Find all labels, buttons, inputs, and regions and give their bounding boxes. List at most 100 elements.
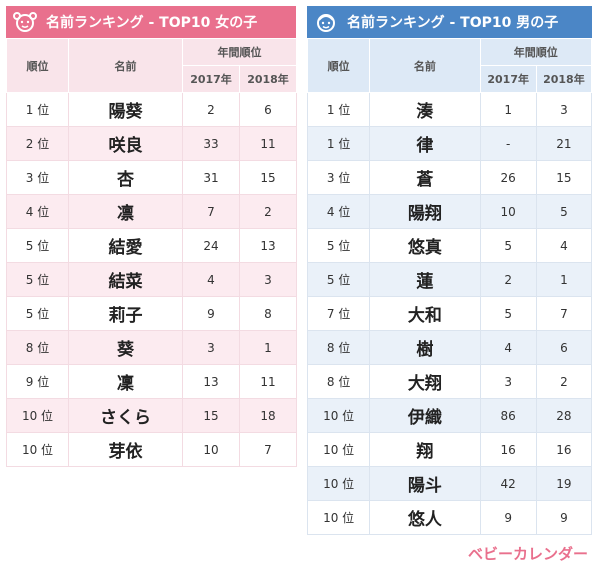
rank-2018-cell: 6 — [535, 330, 593, 365]
rank-2017-cell: 3 — [182, 330, 240, 365]
rank-cell: 9 位 — [6, 364, 69, 399]
name-cell: 湊 — [369, 92, 481, 127]
girls-header: 名前ランキング - TOP10 女の子 — [6, 6, 296, 38]
rank-2018-cell: 15 — [535, 160, 593, 195]
rank-2017-cell: 24 — [182, 228, 240, 263]
rank-2018-cell: 2 — [535, 364, 593, 399]
rank-2017-cell: 9 — [182, 296, 240, 331]
col-2017-header: 2017年 — [182, 65, 240, 93]
rank-cell: 10 位 — [306, 398, 371, 433]
name-cell: 凜 — [68, 364, 183, 399]
name-cell: 律 — [369, 126, 481, 161]
name-cell: 陽翔 — [369, 194, 481, 229]
table-row: 8 位大翔 3 2 — [306, 364, 593, 399]
rank-2018-cell: 4 — [535, 228, 593, 263]
girls-ranking-panel: 名前ランキング - TOP10 女の子 順位 名前 年間順位 2017年 201… — [6, 6, 297, 467]
rank-2017-cell: 5 — [479, 228, 537, 263]
name-cell: 結菜 — [68, 262, 183, 297]
rank-2018-cell: 3 — [239, 262, 297, 297]
name-cell: 蒼 — [369, 160, 481, 195]
rank-2018-cell: 19 — [535, 466, 593, 501]
table-row: 5 位莉子 9 8 — [6, 296, 297, 331]
col-name-header: 名前 — [369, 38, 481, 93]
rank-2018-cell: 3 — [535, 92, 593, 127]
col-rank-header: 順位 — [6, 38, 69, 93]
rank-2018-cell: 7 — [535, 296, 593, 331]
rank-2017-cell: 7 — [182, 194, 240, 229]
boys-header: 名前ランキング - TOP10 男の子 — [307, 6, 592, 38]
col-rank-header: 順位 — [306, 38, 371, 93]
rank-cell: 5 位 — [306, 228, 371, 263]
name-cell: 杏 — [68, 160, 183, 195]
rank-2017-cell: 42 — [479, 466, 537, 501]
col-name-header: 名前 — [68, 38, 183, 93]
boys-title: 名前ランキング - TOP10 男の子 — [347, 15, 559, 31]
rank-2017-cell: 1 — [479, 92, 537, 127]
boy-face-icon — [317, 14, 335, 32]
rank-2017-cell: 10 — [479, 194, 537, 229]
rank-2017-cell: 4 — [182, 262, 240, 297]
rank-2018-cell: 1 — [239, 330, 297, 365]
name-cell: 大和 — [369, 296, 481, 331]
name-cell: 蓮 — [369, 262, 481, 297]
girls-title: 名前ランキング - TOP10 女の子 — [46, 15, 258, 31]
table-row: 10 位陽斗 42 19 — [306, 466, 593, 501]
rank-2017-cell: - — [479, 126, 537, 161]
rank-cell: 4 位 — [306, 194, 371, 229]
name-cell: 芽依 — [68, 432, 183, 467]
rank-cell: 3 位 — [6, 160, 69, 195]
table-row: 7 位大和 5 7 — [306, 296, 593, 331]
girls-table: 順位 名前 年間順位 2017年 2018年 1 位陽葵 2 6 2 位咲良 33 11 3… — [6, 38, 297, 467]
rank-2017-cell: 33 — [182, 126, 240, 161]
name-cell: 咲良 — [68, 126, 183, 161]
table-row: 1 位律 -21 — [306, 126, 593, 161]
name-cell: 凛 — [68, 194, 183, 229]
rank-cell: 5 位 — [6, 262, 69, 297]
table-row: 5 位悠真 5 4 — [306, 228, 593, 263]
rank-cell: 1 位 — [306, 92, 371, 127]
col-2017-header: 2017年 — [479, 65, 537, 93]
rank-2018-cell: 1 — [535, 262, 593, 297]
rank-2018-cell: 9 — [535, 500, 593, 535]
rank-2018-cell: 11 — [239, 364, 297, 399]
table-row: 10 位さくら 15 18 — [6, 398, 297, 433]
rank-2017-cell: 86 — [479, 398, 537, 433]
name-cell: 莉子 — [68, 296, 183, 331]
table-row: 9 位凜 13 11 — [6, 364, 297, 399]
rank-2018-cell: 13 — [239, 228, 297, 263]
rank-cell: 10 位 — [6, 432, 69, 467]
rank-2017-cell: 15 — [182, 398, 240, 433]
rank-cell: 10 位 — [306, 466, 371, 501]
rank-2018-cell: 15 — [239, 160, 297, 195]
rank-2018-cell: 21 — [535, 126, 593, 161]
table-row: 4 位陽翔 10 5 — [306, 194, 593, 229]
rank-2017-cell: 10 — [182, 432, 240, 467]
rank-cell: 3 位 — [306, 160, 371, 195]
name-cell: さくら — [68, 398, 183, 433]
name-cell: 悠真 — [369, 228, 481, 263]
rank-2018-cell: 11 — [239, 126, 297, 161]
name-cell: 大翔 — [369, 364, 481, 399]
rank-2018-cell: 28 — [535, 398, 593, 433]
rank-2017-cell: 26 — [479, 160, 537, 195]
rank-cell: 10 位 — [306, 432, 371, 467]
rank-2017-cell: 16 — [479, 432, 537, 467]
rank-cell: 1 位 — [6, 92, 69, 127]
name-cell: 翔 — [369, 432, 481, 467]
rank-2018-cell: 7 — [239, 432, 297, 467]
col-2018-header: 2018年 — [239, 65, 297, 93]
boys-ranking-panel: 名前ランキング - TOP10 男の子 順位 名前 年間順位 2017年 201… — [306, 6, 593, 535]
col-2018-header: 2018年 — [535, 65, 593, 93]
rank-cell: 10 位 — [6, 398, 69, 433]
rank-2018-cell: 5 — [535, 194, 593, 229]
name-cell: 陽葵 — [68, 92, 183, 127]
rank-cell: 8 位 — [306, 364, 371, 399]
rank-cell: 2 位 — [6, 126, 69, 161]
table-row: 10 位芽依 10 7 — [6, 432, 297, 467]
rank-2018-cell: 8 — [239, 296, 297, 331]
